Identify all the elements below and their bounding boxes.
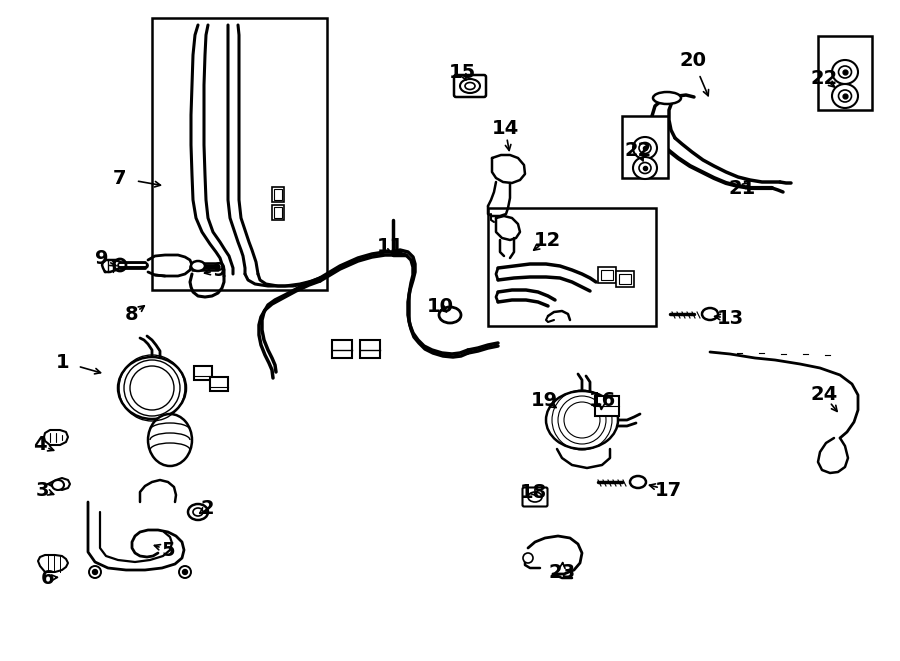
Text: 22: 22	[625, 141, 652, 159]
Text: 20: 20	[680, 50, 706, 69]
Bar	[619, 274, 631, 284]
Text: 3: 3	[35, 481, 49, 500]
Text: 24: 24	[810, 385, 838, 405]
Text: 11: 11	[376, 237, 403, 256]
Ellipse shape	[630, 476, 646, 488]
Ellipse shape	[528, 492, 542, 502]
Text: 2: 2	[200, 498, 214, 518]
Ellipse shape	[118, 357, 186, 419]
Text: 4: 4	[33, 436, 47, 455]
Circle shape	[523, 553, 533, 563]
Ellipse shape	[633, 137, 657, 159]
Bar	[818, 36, 872, 110]
Text: 1: 1	[56, 352, 70, 371]
Bar	[616, 271, 634, 287]
FancyBboxPatch shape	[454, 75, 486, 97]
Circle shape	[179, 566, 191, 578]
Bar	[210, 377, 228, 391]
Ellipse shape	[832, 84, 858, 108]
Text: 17: 17	[654, 481, 681, 500]
Bar	[274, 189, 282, 200]
Text: 10: 10	[427, 297, 454, 315]
Ellipse shape	[460, 79, 480, 93]
Ellipse shape	[148, 414, 192, 466]
Bar	[601, 270, 613, 280]
Ellipse shape	[839, 66, 851, 78]
Ellipse shape	[702, 308, 718, 320]
Ellipse shape	[439, 307, 461, 323]
Text: 12: 12	[534, 231, 561, 249]
Text: 14: 14	[491, 118, 518, 137]
Ellipse shape	[639, 143, 651, 153]
Ellipse shape	[653, 92, 681, 104]
Ellipse shape	[193, 508, 203, 516]
Ellipse shape	[191, 261, 205, 271]
Bar	[598, 267, 616, 283]
Ellipse shape	[546, 391, 618, 449]
Circle shape	[183, 570, 187, 574]
Ellipse shape	[832, 60, 858, 84]
Ellipse shape	[188, 504, 208, 520]
Text: 6: 6	[41, 568, 55, 588]
Bar	[194, 366, 212, 380]
Bar	[152, 18, 327, 290]
FancyBboxPatch shape	[523, 488, 547, 506]
Circle shape	[89, 566, 101, 578]
Bar	[274, 207, 282, 218]
Text: 22: 22	[810, 69, 838, 87]
Text: 15: 15	[448, 63, 475, 81]
Text: 7: 7	[113, 169, 127, 188]
Text: 23: 23	[548, 563, 576, 582]
Circle shape	[93, 570, 97, 574]
Text: 5: 5	[161, 541, 175, 559]
Bar	[595, 396, 619, 416]
Text: 9: 9	[213, 260, 227, 280]
Text: 13: 13	[716, 309, 743, 327]
Bar	[488, 208, 656, 326]
Text: 21: 21	[728, 178, 756, 198]
Bar	[272, 205, 284, 220]
Text: 8: 8	[125, 305, 139, 325]
Ellipse shape	[839, 90, 851, 102]
Text: 18: 18	[519, 483, 546, 502]
Bar	[622, 116, 668, 178]
Text: 16: 16	[589, 391, 616, 410]
Ellipse shape	[639, 163, 651, 173]
Ellipse shape	[52, 480, 64, 490]
Bar	[272, 187, 284, 202]
Text: 9: 9	[95, 249, 109, 268]
Ellipse shape	[465, 83, 475, 89]
Bar	[332, 340, 352, 358]
Text: 19: 19	[530, 391, 558, 410]
Ellipse shape	[633, 157, 657, 179]
Bar	[360, 340, 380, 358]
